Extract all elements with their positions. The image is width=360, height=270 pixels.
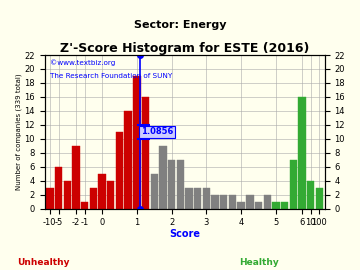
Bar — [142, 97, 149, 209]
Bar — [316, 188, 323, 209]
Bar — [133, 76, 140, 209]
Bar — [168, 160, 175, 209]
Bar — [72, 146, 80, 209]
Bar — [238, 202, 245, 209]
Bar — [272, 202, 280, 209]
X-axis label: Score: Score — [169, 229, 200, 239]
Bar — [90, 188, 97, 209]
Text: ©www.textbiz.org: ©www.textbiz.org — [50, 60, 116, 66]
Bar — [125, 111, 132, 209]
Bar — [298, 97, 306, 209]
Text: Healthy: Healthy — [239, 258, 279, 266]
Bar — [307, 181, 314, 209]
Bar — [81, 202, 88, 209]
Text: Unhealthy: Unhealthy — [17, 258, 69, 266]
Bar — [177, 160, 184, 209]
Bar — [98, 174, 106, 209]
Bar — [220, 195, 228, 209]
Bar — [194, 188, 201, 209]
Y-axis label: Number of companies (339 total): Number of companies (339 total) — [15, 73, 22, 190]
Bar — [246, 195, 253, 209]
Bar — [229, 195, 236, 209]
Bar — [255, 202, 262, 209]
Text: Sector: Energy: Sector: Energy — [134, 20, 226, 30]
Bar — [290, 160, 297, 209]
Bar — [185, 188, 193, 209]
Bar — [63, 181, 71, 209]
Bar — [281, 202, 288, 209]
Text: 1.0856: 1.0856 — [141, 127, 174, 136]
Bar — [107, 181, 114, 209]
Bar — [46, 188, 54, 209]
Bar — [116, 132, 123, 209]
Text: The Research Foundation of SUNY: The Research Foundation of SUNY — [50, 73, 172, 79]
Title: Z'-Score Histogram for ESTE (2016): Z'-Score Histogram for ESTE (2016) — [60, 42, 309, 55]
Bar — [203, 188, 210, 209]
Bar — [55, 167, 62, 209]
Bar — [150, 174, 158, 209]
Bar — [264, 195, 271, 209]
Bar — [159, 146, 167, 209]
Bar — [211, 195, 219, 209]
